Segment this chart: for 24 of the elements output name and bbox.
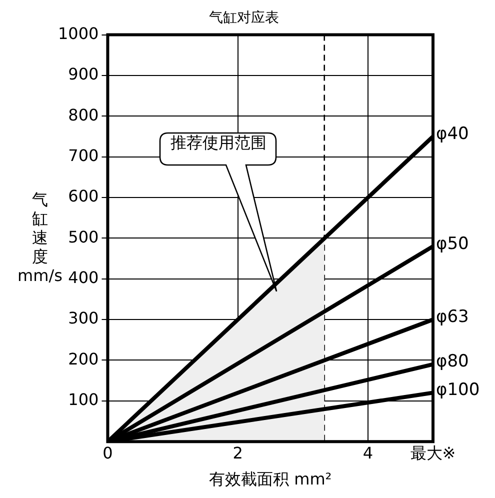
series-label: φ50 <box>436 234 469 254</box>
y-tick-label: 100 <box>68 390 99 410</box>
y-axis-title: 气缸速度 mm/s <box>18 190 62 285</box>
y-tick-label: 900 <box>68 64 99 84</box>
annotation: 推荐使用范围 <box>169 132 268 154</box>
y-tick-label: 400 <box>68 268 99 288</box>
y-tick-label: 700 <box>68 146 99 165</box>
y-tick-label: 300 <box>68 308 99 328</box>
y-tick-label: 600 <box>68 186 99 206</box>
x-tick-label: 4 <box>362 443 374 462</box>
series-label: φ80 <box>436 352 469 372</box>
y-tick-label: 800 <box>68 105 99 124</box>
x-tick-label: 最大※ <box>410 443 456 462</box>
speech-bubble: 推荐使用范围 <box>159 132 278 292</box>
series-label: φ63 <box>436 306 469 327</box>
x-tick-label: 2 <box>232 443 243 462</box>
y-tick-label: 500 <box>68 227 99 246</box>
chart-title: 气缸对应表 <box>209 10 279 26</box>
x-axis-title: 有效截面积 mm² <box>209 470 332 489</box>
series-label: φ100 <box>436 380 480 400</box>
y-tick-label: 1000 <box>58 24 99 43</box>
x-tick-label: 0 <box>102 443 113 462</box>
series-label: φ40 <box>436 124 469 144</box>
y-tick-label: 200 <box>68 349 99 368</box>
